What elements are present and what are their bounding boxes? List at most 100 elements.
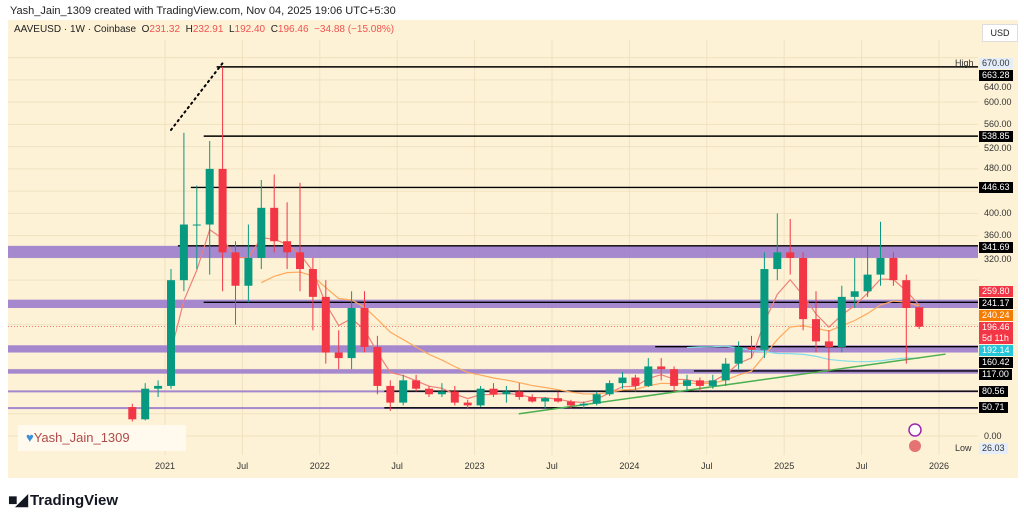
x-tick-label: 2025 (774, 461, 795, 471)
candle-body (876, 257, 885, 275)
level-price-tag-text: 663.28 (982, 69, 1010, 80)
price-tag-text: 50.71 (982, 402, 1005, 413)
candle-body (425, 388, 433, 395)
candle-body (605, 383, 614, 395)
candle-body (502, 391, 511, 395)
level-price-tag: 341.69 (979, 242, 1013, 254)
candle-body (244, 257, 253, 286)
x-tick-label: 2023 (464, 461, 485, 471)
candle-body (579, 403, 588, 406)
candle-body (205, 168, 214, 225)
high-tag-text: 670.00 (982, 57, 1010, 68)
candle-body (812, 319, 820, 342)
level-price-tag-text: 341.69 (982, 242, 1010, 253)
y-tick-label-text: 600.00 (984, 96, 1012, 107)
y-tick-label: 480.00 (984, 163, 1012, 174)
candle-body (373, 346, 382, 386)
tradingview-logo[interactable]: ■◢ TradingView (8, 490, 118, 510)
tv-logo-icon: ■◢ (8, 492, 28, 509)
x-tick-label: 2021 (154, 461, 176, 471)
chart-credit: Yash_Jain_1309 created with TradingView.… (10, 5, 396, 17)
low-label: L (228, 24, 235, 35)
candle-body (128, 407, 137, 420)
support-resistance-zone (8, 299, 978, 309)
candle-body (837, 296, 846, 347)
candle-body (218, 168, 227, 253)
y-tick-label: 360.00 (984, 230, 1012, 241)
candle-body (644, 366, 653, 386)
watermark-text: Yash_Jain_1309 (33, 430, 130, 445)
candle-body (308, 269, 317, 297)
candle-body (786, 252, 795, 258)
currency-button[interactable]: USD (982, 24, 1018, 42)
lightning-event-icon (908, 423, 922, 437)
price-tag: 50.71 (979, 402, 1008, 414)
brand-text: TradingView (29, 491, 119, 509)
x-tick-label: Jul (855, 461, 868, 471)
candle-body (476, 388, 485, 406)
price-tag-text: 160.42 (982, 356, 1010, 367)
x-tick-label: Jul (701, 461, 713, 471)
price-tag-text: 117.00 (982, 368, 1009, 379)
y-tick-label-text: 480.00 (984, 163, 1012, 174)
candle-body (334, 352, 343, 359)
low-label: Low (955, 442, 972, 453)
price-tag-text: 192.14 (982, 344, 1010, 355)
level-price-tag: 663.28 (979, 69, 1013, 81)
price-tag: 80.56 (979, 385, 1008, 397)
y-tick-label: 640.00 (984, 82, 1012, 93)
trendline-dotted (170, 62, 224, 131)
high-tag: 670.00 (979, 57, 1013, 69)
candle-body (747, 346, 756, 350)
candle-body (657, 366, 666, 370)
candle-body (721, 363, 730, 381)
x-tick-label: 2022 (309, 461, 330, 471)
candle-body (489, 388, 498, 395)
x-tick-label: Jul (236, 461, 249, 471)
y-tick-label-text: 320.00 (984, 254, 1012, 265)
symbol-legend: AAVEUSD · 1W · Coinbase O231.32 H232.91 … (14, 24, 394, 35)
candle-body (708, 380, 717, 386)
price-tag-text: 80.56 (982, 385, 1005, 396)
candle-body (695, 380, 704, 386)
candle-body (154, 385, 163, 389)
candle-body (399, 380, 408, 403)
y-tick-label-text: 560.00 (984, 118, 1012, 129)
candle-body (231, 252, 240, 286)
price-tag: 196.46 5d 11h (979, 321, 1013, 344)
y-tick-label: 560.00 (984, 119, 1012, 130)
change-value: −34.88 (−15.08%) (314, 24, 395, 35)
y-tick-label-text: 360.00 (984, 230, 1012, 241)
high-label: High (955, 57, 974, 68)
candle-body (554, 398, 562, 402)
low-tag-text: 26.03 (982, 442, 1005, 453)
candle-body (889, 257, 898, 281)
candle-body (824, 341, 833, 347)
candle-body (541, 398, 550, 402)
ma-slow-line (686, 345, 920, 363)
high-label: H (185, 24, 193, 35)
open-value: 231.32 (149, 24, 181, 35)
trendline-solid (518, 353, 946, 415)
y-tick-label-text: 400.00 (984, 207, 1012, 218)
candle-body (850, 291, 859, 297)
x-tick-label: Jul (391, 461, 403, 471)
candle-body (141, 388, 150, 420)
y-tick-label-text: 0.00 (984, 430, 1002, 441)
low-tag: 26.03 (979, 442, 1008, 454)
candle-body (257, 207, 266, 258)
candle-body (670, 369, 679, 386)
candle-body (566, 401, 575, 406)
candle-body (412, 380, 421, 389)
heart-icon: ♥ (26, 430, 34, 445)
candle-body (296, 252, 304, 270)
candle-body (347, 308, 356, 359)
candle-body (463, 402, 472, 406)
price-tag: 241.17 (979, 297, 1013, 309)
x-tick-label: Jul (546, 461, 558, 471)
x-tick-label: 2024 (619, 461, 640, 471)
y-tick-label: 320.00 (984, 254, 1012, 265)
candle-body (734, 346, 743, 364)
candle-body (283, 241, 292, 253)
